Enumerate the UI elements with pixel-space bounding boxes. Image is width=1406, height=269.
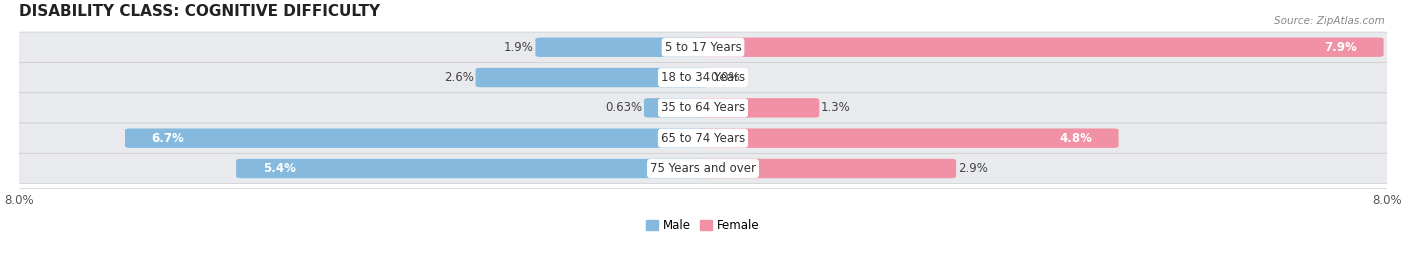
FancyBboxPatch shape xyxy=(697,98,820,118)
FancyBboxPatch shape xyxy=(11,62,1395,93)
Text: 2.9%: 2.9% xyxy=(957,162,987,175)
Text: 6.7%: 6.7% xyxy=(152,132,184,145)
FancyBboxPatch shape xyxy=(697,159,956,178)
Text: 18 to 34 Years: 18 to 34 Years xyxy=(661,71,745,84)
FancyBboxPatch shape xyxy=(644,98,709,118)
FancyBboxPatch shape xyxy=(11,32,1395,62)
Text: DISABILITY CLASS: COGNITIVE DIFFICULTY: DISABILITY CLASS: COGNITIVE DIFFICULTY xyxy=(18,4,380,19)
Text: 65 to 74 Years: 65 to 74 Years xyxy=(661,132,745,145)
Text: 35 to 64 Years: 35 to 64 Years xyxy=(661,101,745,114)
FancyBboxPatch shape xyxy=(125,129,709,148)
Text: 0.0%: 0.0% xyxy=(710,71,740,84)
Legend: Male, Female: Male, Female xyxy=(647,219,759,232)
Text: 75 Years and over: 75 Years and over xyxy=(650,162,756,175)
FancyBboxPatch shape xyxy=(236,159,709,178)
Text: 5 to 17 Years: 5 to 17 Years xyxy=(665,41,741,54)
FancyBboxPatch shape xyxy=(697,129,1119,148)
Text: 2.6%: 2.6% xyxy=(444,71,474,84)
FancyBboxPatch shape xyxy=(536,38,709,57)
FancyBboxPatch shape xyxy=(11,153,1395,184)
FancyBboxPatch shape xyxy=(697,38,1384,57)
FancyBboxPatch shape xyxy=(11,93,1395,123)
Text: 4.8%: 4.8% xyxy=(1059,132,1092,145)
Text: 5.4%: 5.4% xyxy=(263,162,295,175)
Text: 1.9%: 1.9% xyxy=(503,41,534,54)
Text: 1.3%: 1.3% xyxy=(821,101,851,114)
FancyBboxPatch shape xyxy=(475,68,709,87)
FancyBboxPatch shape xyxy=(11,123,1395,153)
Text: 0.63%: 0.63% xyxy=(605,101,643,114)
Text: Source: ZipAtlas.com: Source: ZipAtlas.com xyxy=(1274,16,1385,26)
Text: 7.9%: 7.9% xyxy=(1324,41,1357,54)
